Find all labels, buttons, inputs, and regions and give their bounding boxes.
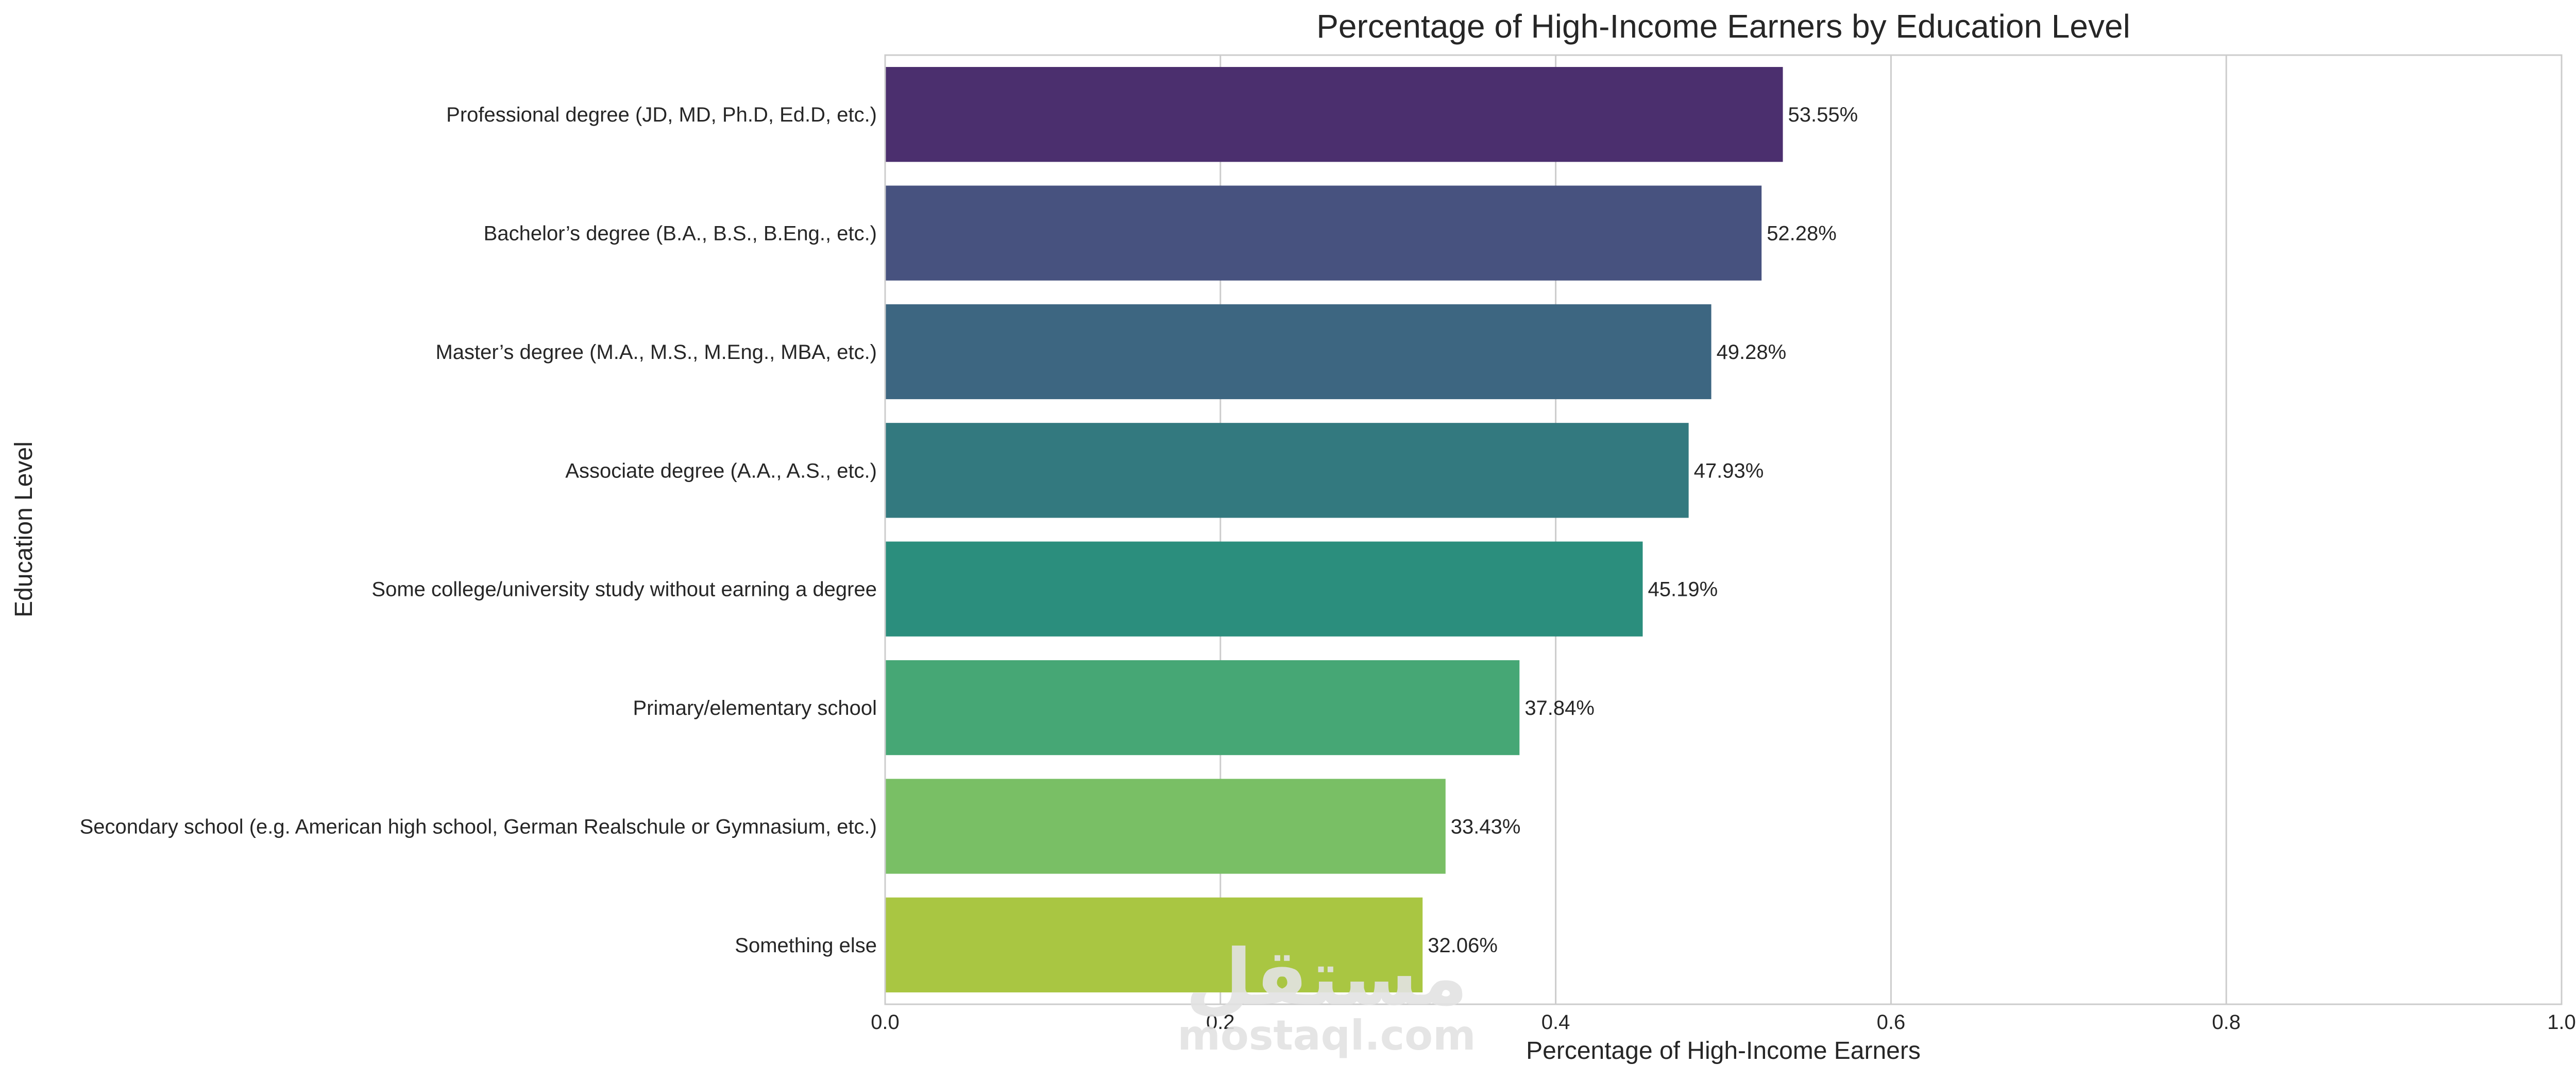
plot-frame	[884, 54, 2563, 1005]
watermark: مستقل mostaql.com	[1178, 933, 1476, 1059]
data-label: 49.28%	[1717, 341, 1787, 364]
bars	[885, 67, 1783, 992]
x-tick-label: 0.4	[1541, 1011, 1570, 1034]
category-label: Associate degree (A.A., A.S., etc.)	[565, 459, 877, 482]
bar	[885, 541, 1643, 637]
category-labels: Professional degree (JD, MD, Ph.D, Ed.D,…	[80, 104, 877, 957]
bar	[885, 779, 1446, 874]
bar	[885, 423, 1689, 518]
data-label: 53.55%	[1788, 104, 1858, 126]
x-axis-label: Percentage of High-Income Earners	[1526, 1037, 1921, 1065]
data-label: 47.93%	[1694, 459, 1764, 482]
watermark-latin: mostaql.com	[1178, 1011, 1476, 1059]
x-tick-label: 0.2	[1206, 1011, 1235, 1034]
x-tick-label: 1.0	[2547, 1011, 2576, 1034]
category-label: Master’s degree (M.A., M.S., M.Eng., MBA…	[435, 341, 877, 364]
data-label: 45.19%	[1648, 578, 1718, 601]
data-label: 52.28%	[1767, 222, 1837, 245]
bar	[885, 897, 1423, 992]
x-tick-labels: 0.0 0.2 0.4 0.6 0.8 1.0	[871, 1011, 2576, 1034]
watermark-arabic: مستقل	[1185, 933, 1468, 1023]
data-labels: 53.55% 52.28% 49.28% 47.93% 45.19% 37.84% 33.4…	[1428, 104, 1858, 957]
data-label: 33.43%	[1451, 815, 1521, 838]
bar	[885, 304, 1711, 400]
bar	[885, 67, 1783, 162]
category-label: Professional degree (JD, MD, Ph.D, Ed.D,…	[446, 104, 877, 126]
category-label: Bachelor’s degree (B.A., B.S., B.Eng., e…	[484, 222, 877, 245]
chart-title: Percentage of High-Income Earners by Edu…	[1316, 8, 2130, 45]
x-tick-label: 0.6	[1877, 1011, 1906, 1034]
bar	[885, 660, 1520, 756]
data-label: 37.84%	[1524, 697, 1595, 719]
bar	[885, 185, 1762, 281]
x-tick-label: 0.8	[2212, 1011, 2241, 1034]
data-label: 32.06%	[1428, 934, 1498, 957]
y-axis-label: Education Level	[10, 441, 38, 617]
category-label: Primary/elementary school	[633, 697, 877, 719]
category-label: Secondary school (e.g. American high sch…	[80, 815, 877, 838]
x-tick-label: 0.0	[871, 1011, 900, 1034]
category-label: Some college/university study without ea…	[371, 578, 877, 601]
category-label: Something else	[735, 934, 877, 957]
